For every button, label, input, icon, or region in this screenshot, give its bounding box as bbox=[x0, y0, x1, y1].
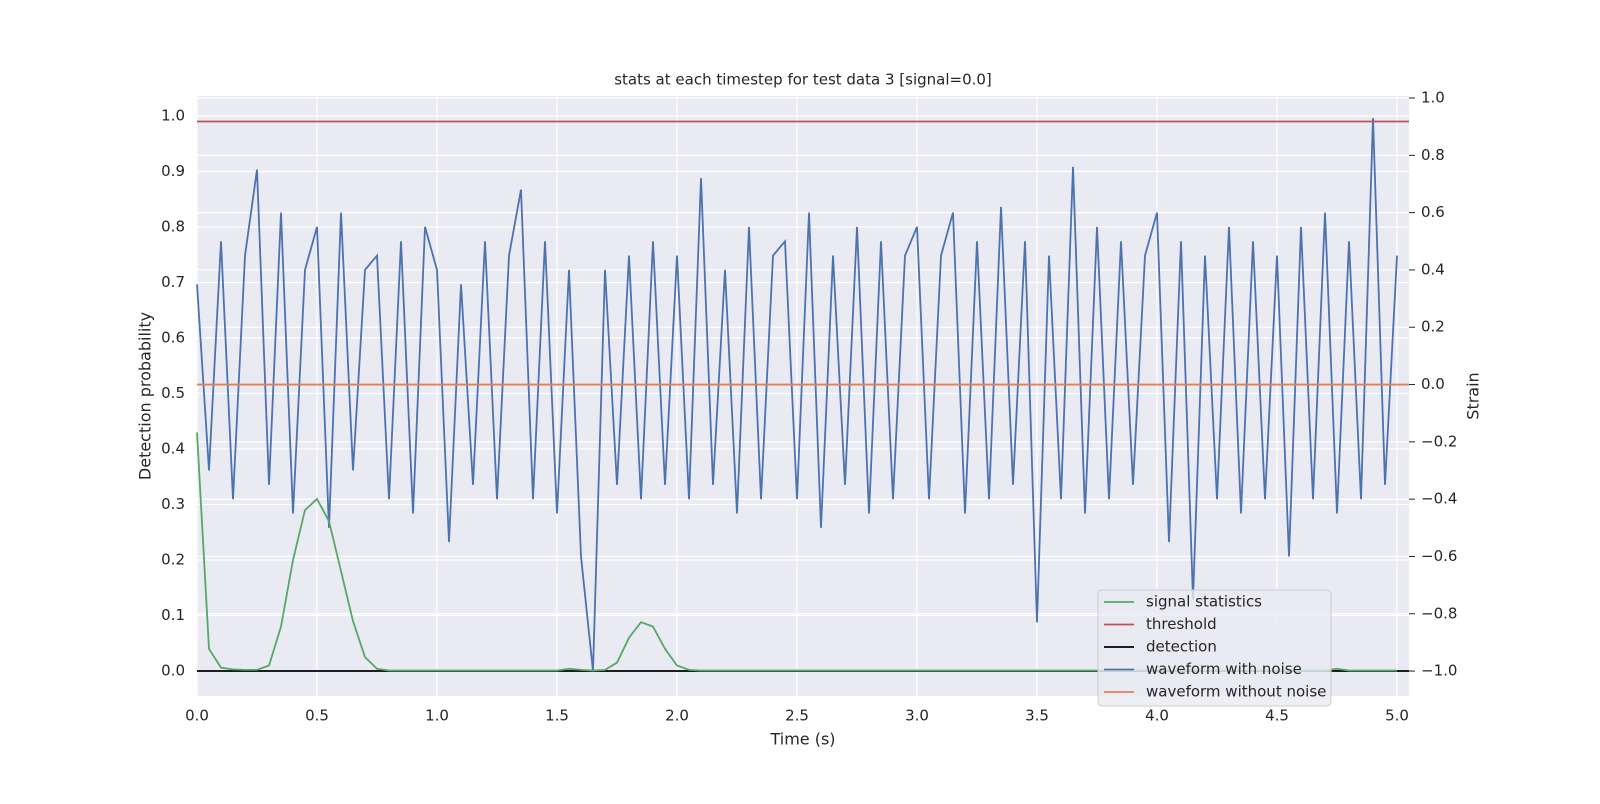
y2-tick-label: −0.2 bbox=[1421, 432, 1457, 450]
x-tick-label: 1.5 bbox=[545, 707, 569, 725]
legend-label: waveform with noise bbox=[1146, 660, 1302, 678]
y-tick-label: 0.7 bbox=[161, 273, 185, 291]
y2-tick-label: −0.6 bbox=[1421, 547, 1457, 565]
x-tick-label: 2.5 bbox=[785, 707, 809, 725]
y-tick-label: 0.3 bbox=[161, 495, 185, 513]
y2-tick-label: 0.2 bbox=[1421, 318, 1445, 336]
y2-tick-label: −1.0 bbox=[1421, 662, 1457, 680]
x-tick-label: 3.5 bbox=[1025, 707, 1049, 725]
y-tick-label: 0.5 bbox=[161, 384, 185, 402]
y-tick-label: 0.8 bbox=[161, 217, 185, 235]
x-tick-label: 3.0 bbox=[905, 707, 929, 725]
y-tick-label: 0.2 bbox=[161, 551, 185, 569]
y-tick-label: 0.1 bbox=[161, 606, 185, 624]
y-tick-label: 0.4 bbox=[161, 440, 185, 458]
series-line bbox=[196, 118, 1398, 672]
y2-tick-label: −0.4 bbox=[1421, 490, 1457, 508]
y2-tick-label: 0.8 bbox=[1421, 146, 1445, 164]
y-axis-label: Detection probability bbox=[136, 312, 155, 480]
legend-label: signal statistics bbox=[1146, 593, 1262, 611]
y2-tick-label: 0.6 bbox=[1421, 203, 1445, 221]
y-tick-label: 0.6 bbox=[161, 328, 185, 346]
y-tick-label: 0.9 bbox=[161, 162, 185, 180]
x-tick-label: 0.0 bbox=[185, 707, 209, 725]
x-tick-label: 4.0 bbox=[1145, 707, 1169, 725]
y2-axis-label: Strain bbox=[1464, 372, 1483, 419]
y2-tick-label: 0.0 bbox=[1421, 375, 1445, 393]
x-tick-label: 0.5 bbox=[305, 707, 329, 725]
y2-tick-label: −0.8 bbox=[1421, 604, 1457, 622]
legend-label: detection bbox=[1146, 638, 1217, 656]
y-tick-label: 0.0 bbox=[161, 662, 185, 680]
x-tick-label: 1.0 bbox=[425, 707, 449, 725]
y2-tick-label: 1.0 bbox=[1421, 89, 1445, 107]
y2-tick-label: 0.4 bbox=[1421, 260, 1445, 278]
legend-label: threshold bbox=[1146, 615, 1217, 633]
legend-box bbox=[1097, 589, 1332, 707]
x-tick-label: 5.0 bbox=[1385, 707, 1409, 725]
x-tick-label: 2.0 bbox=[665, 707, 689, 725]
x-tick-label: 4.5 bbox=[1265, 707, 1289, 725]
x-axis-label: Time (s) bbox=[769, 730, 835, 749]
y-tick-label: 1.0 bbox=[161, 106, 185, 124]
legend-label: waveform without noise bbox=[1146, 683, 1326, 701]
chart-title: stats at each timestep for test data 3 [… bbox=[614, 71, 992, 89]
